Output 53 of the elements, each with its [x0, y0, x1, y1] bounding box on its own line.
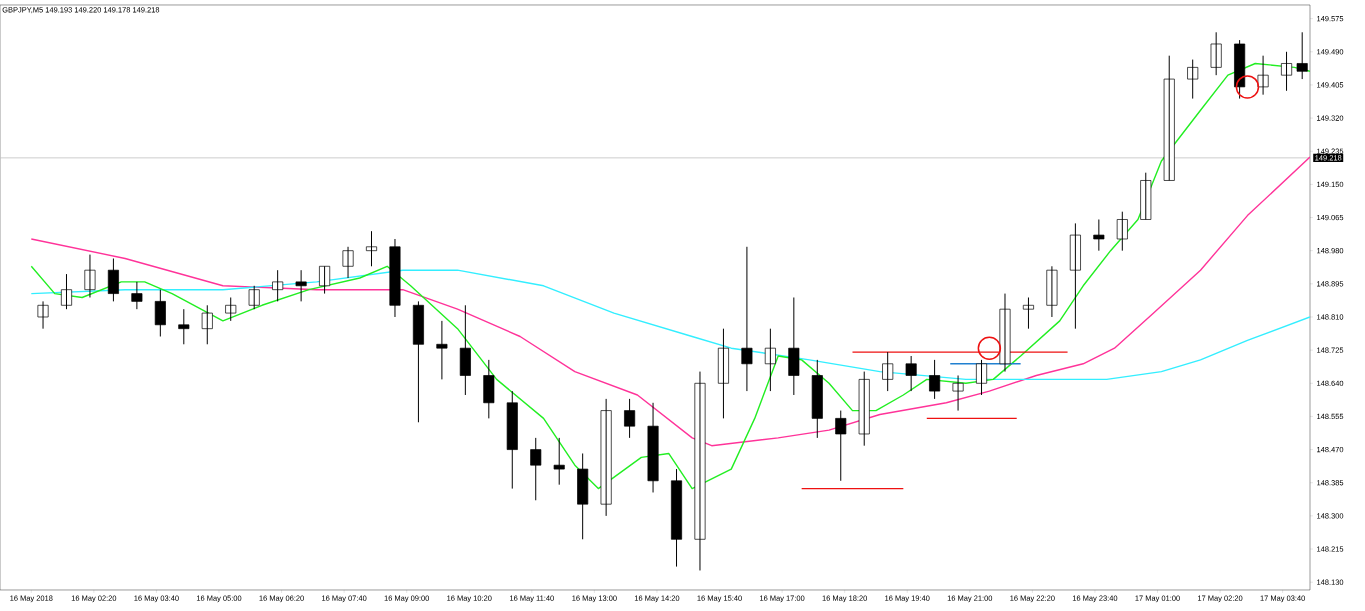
candlestick — [1046, 265, 1058, 318]
candlestick — [835, 410, 847, 482]
candlestick — [248, 285, 260, 310]
candlestick — [1187, 59, 1199, 100]
candlestick — [1116, 211, 1128, 252]
candlestick — [1210, 31, 1222, 76]
candlestick — [365, 230, 378, 267]
candlestick — [459, 304, 471, 396]
candlestick — [694, 371, 706, 571]
candlestick — [1296, 31, 1308, 80]
candlestick — [905, 355, 917, 392]
candlestick — [107, 257, 119, 302]
candlestick — [319, 265, 331, 295]
candlestick — [811, 359, 823, 439]
candlestick — [225, 296, 237, 322]
candlestick — [788, 296, 800, 396]
candlestick — [483, 359, 495, 419]
candlestick — [131, 281, 143, 310]
candlestick — [717, 328, 729, 419]
candlestick — [1022, 296, 1034, 330]
candlestick — [600, 398, 612, 517]
candlestick — [178, 308, 190, 345]
candlestick — [1093, 218, 1105, 252]
candlestick — [506, 390, 518, 490]
candlestick — [60, 273, 73, 310]
candlestick — [929, 359, 941, 400]
candlestick — [389, 238, 401, 318]
candlestick — [976, 359, 988, 396]
candlestick — [37, 300, 49, 330]
candlestick — [647, 402, 659, 493]
candlestick — [295, 269, 307, 302]
candlestick — [553, 437, 565, 486]
candlestick — [412, 300, 424, 423]
candlestick — [624, 398, 636, 439]
candlestick — [577, 452, 589, 540]
candlestick — [1163, 55, 1175, 181]
candlestick — [671, 468, 683, 568]
candlestick — [530, 437, 542, 501]
candlestick — [154, 289, 166, 337]
candlestick — [1234, 39, 1246, 100]
candlestick — [342, 246, 354, 279]
candlestick — [201, 304, 213, 345]
candlestick — [952, 374, 964, 412]
candlestick — [882, 351, 894, 392]
candlestick — [436, 320, 448, 380]
line-series — [30, 156, 1311, 447]
candlestick — [84, 254, 96, 298]
line-series — [30, 62, 1311, 490]
candlestick — [858, 371, 870, 447]
candlestick — [272, 269, 284, 302]
candlestick — [1069, 222, 1081, 330]
candlestick — [1281, 51, 1293, 92]
candlestick — [1140, 172, 1152, 220]
